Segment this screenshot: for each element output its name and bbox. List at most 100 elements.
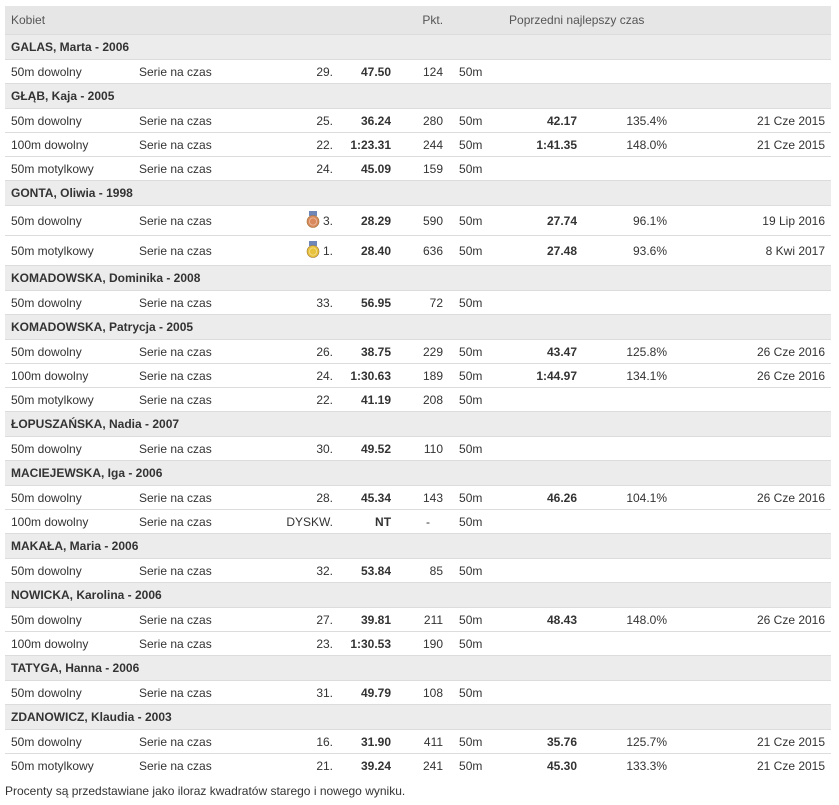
- round-type: Serie na czas: [139, 436, 279, 461]
- place: 30.: [279, 436, 335, 461]
- pool-length: 50m: [449, 59, 506, 84]
- points: 124: [395, 59, 450, 84]
- round-type: Serie na czas: [139, 132, 279, 157]
- result-time: 39.81: [335, 607, 396, 632]
- pool-length: 50m: [449, 485, 506, 510]
- header-points-label: Pkt.: [395, 6, 450, 35]
- points: 190: [395, 631, 450, 656]
- points: 143: [395, 485, 450, 510]
- previous-best-date: 26 Cze 2016: [675, 339, 832, 364]
- athlete-name: MAKAŁA, Maria - 2006: [5, 533, 832, 559]
- percentage: [583, 680, 676, 705]
- footnote: Procenty są przedstawiane jako iloraz kw…: [5, 784, 406, 798]
- percentage: 133.3%: [583, 753, 676, 777]
- percentage: 125.8%: [583, 339, 676, 364]
- pool-length: 50m: [449, 753, 506, 777]
- event-name: 50m dowolny: [5, 59, 139, 84]
- previous-best-date: 26 Cze 2016: [675, 485, 832, 510]
- athlete-row: ZDANOWICZ, Klaudia - 2003: [5, 704, 832, 730]
- result-time: 28.29: [335, 205, 396, 236]
- result-row: 50m dowolny Serie na czas 25. 36.24 280 50m 42…: [5, 108, 832, 133]
- result-row: 50m dowolny Serie na czas 27. 39.81 211 50m 48…: [5, 607, 832, 632]
- result-row: 50m motylkowy Serie na czas 24. 45.09 159 50m: [5, 156, 832, 181]
- athlete-name: GONTA, Oliwia - 1998: [5, 180, 832, 206]
- points: 85: [395, 558, 450, 583]
- result-time: 53.84: [335, 558, 396, 583]
- pool-length: 50m: [449, 235, 506, 266]
- previous-best-date: [675, 387, 832, 412]
- result-row: 50m dowolny Serie na czas 31. 49.79 108 50m: [5, 680, 832, 705]
- results-body: GALAS, Marta - 2006 50m dowolny Serie na c…: [5, 34, 832, 777]
- result-row: 50m dowolny Serie na czas 16. 31.90 411 50m 35…: [5, 729, 832, 754]
- percentage: [583, 59, 676, 84]
- previous-best-date: 21 Cze 2015: [675, 753, 832, 777]
- points: 280: [395, 108, 450, 133]
- result-row: 50m dowolny Serie na czas 26. 38.75 229 50m 43…: [5, 339, 832, 364]
- place: 16.: [279, 729, 335, 754]
- previous-best-date: 26 Cze 2016: [675, 607, 832, 632]
- previous-best-time: 35.76: [505, 729, 584, 754]
- pool-length: 50m: [449, 558, 506, 583]
- athlete-name: ZDANOWICZ, Klaudia - 2003: [5, 704, 832, 730]
- place: 26.: [279, 339, 335, 364]
- event-name: 50m motylkowy: [5, 753, 139, 777]
- percentage: 96.1%: [583, 205, 676, 236]
- pool-length: 50m: [449, 680, 506, 705]
- points: 590: [395, 205, 450, 236]
- athlete-row: NOWICKA, Karolina - 2006: [5, 582, 832, 608]
- event-name: 100m dowolny: [5, 363, 139, 388]
- event-name: 50m dowolny: [5, 729, 139, 754]
- place: 32.: [279, 558, 335, 583]
- athlete-name: KOMADOWSKA, Patrycja - 2005: [5, 314, 832, 340]
- athlete-row: MAKAŁA, Maria - 2006: [5, 533, 832, 559]
- event-name: 50m motylkowy: [5, 235, 139, 266]
- points: 189: [395, 363, 450, 388]
- percentage: [583, 509, 676, 534]
- pool-length: 50m: [449, 436, 506, 461]
- event-name: 50m dowolny: [5, 680, 139, 705]
- percentage: [583, 558, 676, 583]
- pool-length: 50m: [449, 363, 506, 388]
- pool-length: 50m: [449, 729, 506, 754]
- percentage: 135.4%: [583, 108, 676, 133]
- previous-best-time: [505, 290, 584, 315]
- athlete-row: GŁĄB, Kaja - 2005: [5, 83, 832, 109]
- pool-length: 50m: [449, 132, 506, 157]
- place: 23.: [279, 631, 335, 656]
- result-time: 1:30.53: [335, 631, 396, 656]
- table-header-row: Kobiet Pkt. Poprzedni najlepszy czas: [5, 6, 832, 35]
- previous-best-time: [505, 436, 584, 461]
- percentage: 148.0%: [583, 132, 676, 157]
- previous-best-date: [675, 558, 832, 583]
- result-time: 36.24: [335, 108, 396, 133]
- result-row: 50m dowolny Serie na czas 32. 53.84 85 50m: [5, 558, 832, 583]
- previous-best-date: [675, 156, 832, 181]
- place: 31.: [279, 680, 335, 705]
- previous-best-date: [675, 680, 832, 705]
- previous-best-time: [505, 558, 584, 583]
- points: 208: [395, 387, 450, 412]
- place: 25.: [279, 108, 335, 133]
- pool-length: 50m: [449, 156, 506, 181]
- previous-best-time: 48.43: [505, 607, 584, 632]
- points: 110: [395, 436, 450, 461]
- result-time: 47.50: [335, 59, 396, 84]
- round-type: Serie na czas: [139, 339, 279, 364]
- previous-best-time: 1:44.97: [505, 363, 584, 388]
- round-type: Serie na czas: [139, 753, 279, 777]
- result-row: 50m dowolny Serie na czas 30. 49.52 110 50m: [5, 436, 832, 461]
- points: 229: [395, 339, 450, 364]
- previous-best-time: 1:41.35: [505, 132, 584, 157]
- athlete-row: GONTA, Oliwia - 1998: [5, 180, 832, 206]
- event-name: 50m dowolny: [5, 436, 139, 461]
- round-type: Serie na czas: [139, 363, 279, 388]
- pool-length: 50m: [449, 290, 506, 315]
- place: 1.: [279, 235, 335, 266]
- percentage: [583, 156, 676, 181]
- athlete-name: MACIEJEWSKA, Iga - 2006: [5, 460, 832, 486]
- previous-best-time: [505, 680, 584, 705]
- athlete-name: GALAS, Marta - 2006: [5, 34, 832, 60]
- result-row: 50m motylkowy Serie na czas 22. 41.19 208 50m: [5, 387, 832, 412]
- place: 24.: [279, 363, 335, 388]
- pool-length: 50m: [449, 339, 506, 364]
